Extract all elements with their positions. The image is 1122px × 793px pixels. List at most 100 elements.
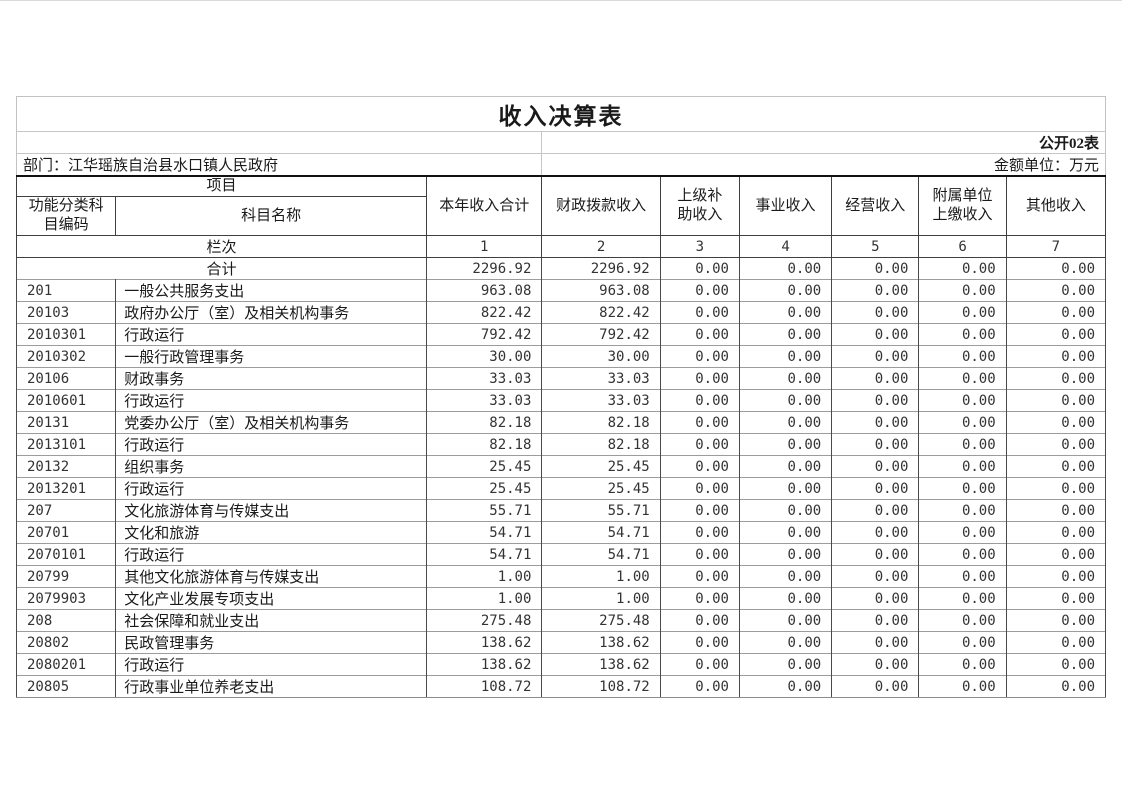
column-index: 1: [426, 235, 543, 258]
subject-code-cell: 2010301: [15, 323, 117, 346]
subject-code-cell: 2013201: [15, 477, 117, 500]
column-index: 6: [918, 235, 1007, 258]
value-cell: 0.00: [738, 477, 833, 500]
value-cell: 0.00: [918, 543, 1007, 566]
subject-code-cell: 207: [15, 499, 117, 522]
value-column-header: 经营收入: [831, 175, 920, 236]
value-cell: 55.71: [541, 499, 661, 522]
subject-name-cell: 行政运行: [115, 389, 428, 412]
value-cell: 0.00: [1005, 565, 1107, 588]
value-cell: 963.08: [426, 279, 543, 302]
subject-name-cell: 行政运行: [115, 543, 428, 566]
value-cell: 0.00: [831, 653, 920, 676]
subject-name-cell: 行政运行: [115, 477, 428, 500]
value-cell: 0.00: [738, 279, 833, 302]
revenue-final-accounts-table: 收入决算表 公开02表 部门：江华瑶族自治县水口镇人民政府 金额单位：万元 项目…: [15, 96, 1107, 698]
value-cell: 0.00: [918, 411, 1007, 434]
value-cell: 0.00: [1005, 653, 1107, 676]
value-cell: 1.00: [541, 565, 661, 588]
value-cell: 54.71: [541, 521, 661, 544]
value-cell: 792.42: [426, 323, 543, 346]
value-cell: 0.00: [831, 675, 920, 698]
value-cell: 0.00: [918, 477, 1007, 500]
table-row: 2070101 行政运行 54.71 54.71 0.00 0.00 0.00 0.00 0.0…: [15, 543, 1107, 566]
value-cell: 0.00: [659, 411, 740, 434]
value-cell: 0.00: [659, 543, 740, 566]
table-row: 2013201 行政运行 25.45 25.45 0.00 0.00 0.00 0.00 0.0…: [15, 477, 1107, 500]
subject-name-cell: 文化和旅游: [115, 521, 428, 544]
value-cell: 1.00: [426, 565, 543, 588]
value-cell: 138.62: [541, 631, 661, 654]
value-cell: 55.71: [426, 499, 543, 522]
table-row: 2079903 文化产业发展专项支出 1.00 1.00 0.00 0.00 0.00 0.0…: [15, 587, 1107, 610]
subject-name-cell: 一般行政管理事务: [115, 345, 428, 368]
subject-code-cell: 20701: [15, 521, 117, 544]
value-cell: 0.00: [918, 565, 1007, 588]
value-cell: 33.03: [541, 389, 661, 412]
value-cell: 0.00: [918, 631, 1007, 654]
value-cell: 0.00: [1005, 345, 1107, 368]
value-cell: 0.00: [831, 411, 920, 434]
value-cell: 0.00: [918, 521, 1007, 544]
table-row: 207 文化旅游体育与传媒支出 55.71 55.71 0.00 0.00 0.00 0.00…: [15, 499, 1107, 522]
value-cell: 0.00: [831, 433, 920, 456]
value-cell: 0.00: [831, 367, 920, 390]
value-cell: 0.00: [659, 389, 740, 412]
value-cell: 0.00: [1005, 675, 1107, 698]
value-cell: 0.00: [831, 543, 920, 566]
value-cell: 0.00: [1005, 455, 1107, 478]
table-row: 2080201 行政运行 138.62 138.62 0.00 0.00 0.00 0.00 0…: [15, 653, 1107, 676]
table-row: 201 一般公共服务支出 963.08 963.08 0.00 0.00 0.00 0.00 0…: [15, 279, 1107, 302]
table-row: 20701 文化和旅游 54.71 54.71 0.00 0.00 0.00 0.00 0.00: [15, 521, 1107, 544]
value-cell: 0.00: [659, 301, 740, 324]
value-cell: 0.00: [831, 587, 920, 610]
value-cell: 0.00: [1005, 411, 1107, 434]
subject-name-cell: 行政事业单位养老支出: [115, 675, 428, 698]
value-column-header: 上级补 助收入: [659, 175, 740, 236]
subject-name-cell: 民政管理事务: [115, 631, 428, 654]
value-cell: 0.00: [659, 565, 740, 588]
value-cell: 0.00: [738, 433, 833, 456]
value-cell: 0.00: [738, 587, 833, 610]
value-cell: 82.18: [426, 433, 543, 456]
header-row-sub: 功能分类科 目编码 科目名称: [15, 196, 1106, 236]
subject-code-cell: 20799: [15, 565, 117, 588]
table-row: 20103 政府办公厅（室）及相关机构事务 822.42 822.42 0.00 0.00…: [15, 301, 1107, 324]
subject-name-cell: 政府办公厅（室）及相关机构事务: [115, 301, 428, 324]
value-cell: 0.00: [738, 653, 833, 676]
value-column-header: 事业收入: [738, 175, 833, 236]
subject-name-cell: 财政事务: [115, 367, 428, 390]
value-cell: 0.00: [831, 345, 920, 368]
value-cell: 275.48: [426, 609, 543, 632]
value-cell: 108.72: [426, 675, 543, 698]
value-column-header: 附属单位 上缴收入: [918, 175, 1007, 236]
value-cell: 0.00: [738, 301, 833, 324]
value-cell: 82.18: [426, 411, 543, 434]
table-row: 20802 民政管理事务 138.62 138.62 0.00 0.00 0.00 0.00 0…: [15, 631, 1107, 654]
project-header: 项目: [15, 175, 428, 197]
value-cell: 0.00: [738, 411, 833, 434]
value-cell: 0.00: [1005, 521, 1107, 544]
value-cell: 82.18: [541, 411, 661, 434]
value-cell: 0.00: [659, 477, 740, 500]
subject-name-cell: 组织事务: [115, 455, 428, 478]
value-cell: 0.00: [738, 631, 833, 654]
header-row-main: 项目 本年收入合计 财政拨款收入 上级补 助收入 事业收入 经营收入 附属单位 上缴收入其…: [15, 175, 1107, 236]
value-cell: 0.00: [1005, 257, 1107, 280]
value-cell: 0.00: [918, 499, 1007, 522]
value-cell: 0.00: [918, 455, 1007, 478]
table-row: 2010601 行政运行 33.03 33.03 0.00 0.00 0.00 0.00 0.0…: [15, 389, 1107, 412]
subject-code-cell: 20131: [15, 411, 117, 434]
value-cell: 0.00: [738, 521, 833, 544]
subject-code-cell: 208: [15, 609, 117, 632]
value-cell: 0.00: [659, 675, 740, 698]
value-cell: 963.08: [541, 279, 661, 302]
value-cell: 54.71: [426, 543, 543, 566]
subject-name-cell: 行政运行: [115, 433, 428, 456]
value-cell: 0.00: [738, 543, 833, 566]
value-column-header: 本年收入合计: [426, 175, 543, 236]
subject-code-cell: 2080201: [15, 653, 117, 676]
value-cell: 0.00: [918, 653, 1007, 676]
